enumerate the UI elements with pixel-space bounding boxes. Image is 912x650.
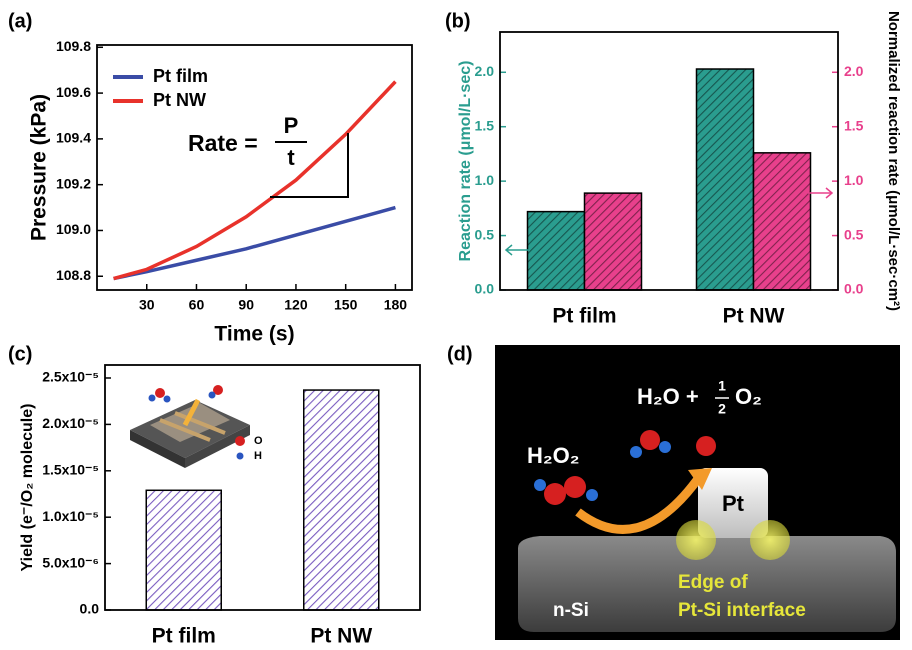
y2-axis-label: Normalized reaction rate (μmol/L·sec·cm²… [885,11,902,311]
fraction-den: 2 [718,401,726,417]
inset-label: H [254,450,262,462]
edge-label: Edge of [678,572,748,593]
plot-frame [499,31,839,291]
slope-triangle [270,133,349,198]
y-tick-label: 1.0x10⁻⁵ [42,508,99,524]
y-tick-label: 5.0x10⁻⁶ [42,554,99,570]
axis-arrow [808,187,834,199]
y-tick-label: 1.0 [475,172,495,188]
bar [526,210,586,291]
y-axis-label: Yield (e⁻/O₂ molecule) [19,404,36,572]
y-tick-label: 1.0 [844,172,864,188]
annotation-numerator: P [284,113,299,138]
products [630,430,716,458]
x-tick-label: 30 [139,297,155,313]
x-tick-label: 90 [238,297,254,313]
y-tick-label: 109.0 [56,221,91,237]
y-tick-label: 1.5 [475,117,495,133]
panel-label: (d) [447,343,473,365]
y-tick-label: 0.0 [844,281,864,297]
x-tick-label: 120 [284,297,308,313]
y-tick-label: 109.8 [56,38,91,54]
x-tick-label: 180 [384,297,408,313]
annotation: Rate = [188,130,258,156]
y-tick-label: 109.4 [56,130,91,146]
y-tick-label: 0.5 [844,226,864,242]
bar [145,489,222,611]
line-series [113,80,397,281]
x-axis-label: Time (s) [214,323,294,346]
arrow-head [688,468,712,490]
product-formula: O₂ [735,384,762,409]
x-tick-label: Pt NW [310,625,372,645]
edge-glow [750,520,790,560]
reactant-formula: H₂O₂ [527,443,580,468]
edge-glow [676,520,716,560]
annotation-denominator: t [287,145,295,170]
substrate-block [518,536,896,632]
inset-label: O [254,435,263,447]
edge-label: Pt-Si interface [678,600,806,621]
y-tick-label: 1.5 [844,117,864,133]
x-tick-label: 150 [334,297,358,313]
panel-label: (c) [8,343,32,365]
x-tick-label: Pt NW [723,305,785,328]
y-tick-label: 1.5x10⁻⁵ [42,461,99,477]
x-tick-label: 60 [189,297,205,313]
bar [303,389,380,611]
reaction-arrow [575,473,704,534]
h2o2-molecule [534,476,598,505]
y-tick-label: 108.8 [56,267,91,283]
y-tick-label: 109.2 [56,175,91,191]
y-tick-label: 109.6 [56,84,91,100]
inset-device [130,385,250,468]
bar [695,68,755,291]
pt-block [698,468,768,538]
substrate-label: n-Si [553,600,589,621]
panel-label: (a) [8,10,32,32]
y-tick-label: 0.0 [475,281,495,297]
x-tick-label: Pt film [152,625,216,645]
plot-frame [96,44,413,291]
bar [752,152,812,291]
plot-frame [104,364,421,611]
panel-d [495,345,900,640]
bar [583,192,643,291]
y-tick-label: 0.0 [80,601,100,617]
y-axis-label: Reaction rate (μmol/L·sec) [457,61,474,262]
y-tick-label: 2.0 [844,63,864,79]
panel-label: (b) [445,10,471,32]
legend-label: Pt film [153,66,208,86]
x-tick-label: Pt film [552,305,616,328]
y-axis-label: Pressure (kPa) [28,94,51,241]
y-tick-label: 0.5 [475,226,495,242]
product-formula: H₂O + [637,384,699,409]
y-tick-label: 2.0x10⁻⁵ [42,415,99,431]
y-tick-label: 2.5x10⁻⁵ [42,369,99,385]
line-series [113,205,396,281]
axis-arrow [504,244,530,256]
fraction-num: 1 [718,378,726,394]
catalyst-label: Pt [722,491,745,516]
legend-label: Pt NW [153,90,206,110]
y-tick-label: 2.0 [475,63,495,79]
